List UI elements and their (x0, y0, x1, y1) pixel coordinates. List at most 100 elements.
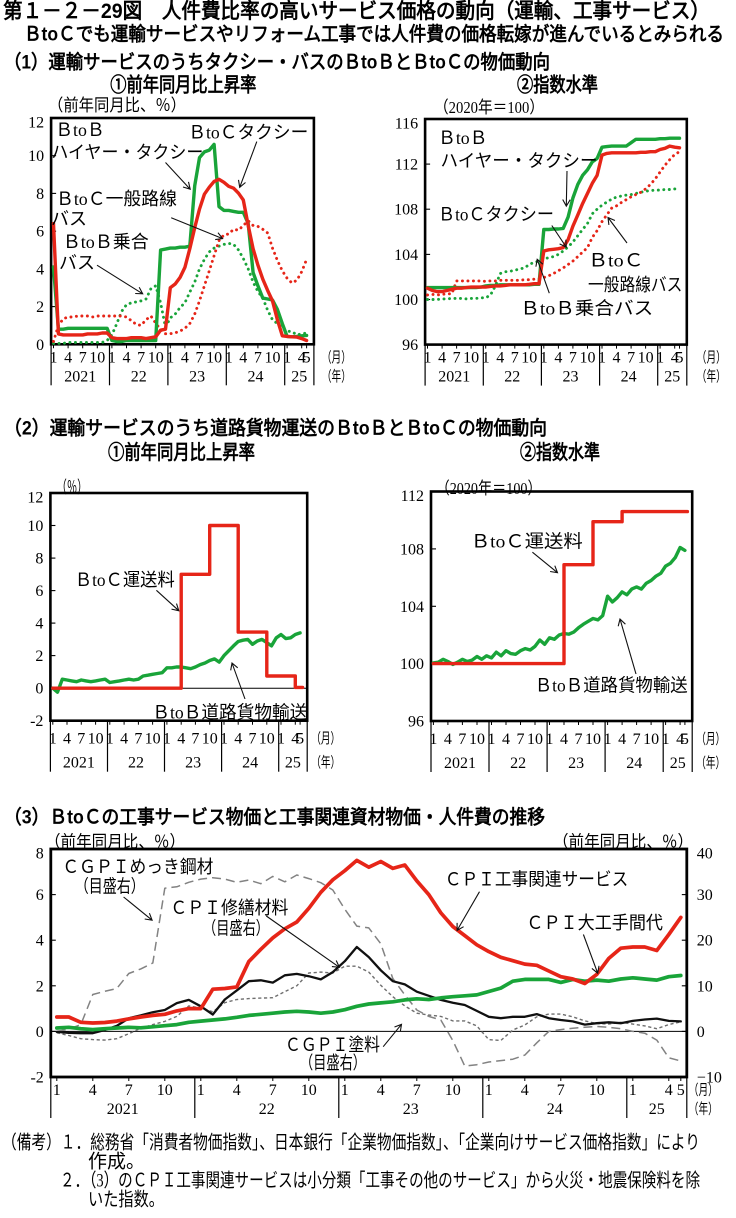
svg-text:24: 24 (248, 368, 264, 385)
svg-text:（年）: （年） (311, 755, 340, 772)
svg-text:20: 20 (697, 933, 713, 950)
svg-text:1: 1 (283, 349, 291, 366)
svg-text:ＢtoＢ道路貨物輸送: ＢtoＢ道路貨物輸送 (535, 676, 688, 696)
svg-text:7: 7 (453, 350, 461, 367)
svg-text:4: 4 (502, 731, 510, 748)
svg-text:4: 4 (438, 350, 446, 367)
svg-text:23: 23 (568, 755, 584, 772)
svg-text:1: 1 (50, 349, 58, 366)
svg-text:1: 1 (220, 731, 228, 748)
svg-text:1: 1 (197, 1082, 205, 1099)
svg-text:4: 4 (123, 349, 131, 366)
svg-text:22: 22 (504, 369, 520, 386)
svg-text:7: 7 (134, 731, 142, 748)
svg-text:1: 1 (629, 1082, 637, 1099)
svg-text:5: 5 (303, 349, 311, 366)
svg-text:10: 10 (157, 1082, 173, 1099)
svg-text:96: 96 (408, 714, 424, 731)
svg-text:1: 1 (604, 731, 612, 748)
svg-text:10: 10 (206, 349, 222, 366)
svg-text:112: 112 (401, 488, 424, 505)
svg-text:2021: 2021 (63, 755, 95, 772)
svg-text:1: 1 (540, 350, 548, 367)
svg-text:ＣＧＰＩめっき鋼材: ＣＧＰＩめっき鋼材 (62, 857, 213, 877)
svg-text:（月）: （月） (697, 350, 726, 367)
svg-text:7: 7 (77, 731, 85, 748)
svg-text:100: 100 (400, 656, 424, 673)
svg-text:4: 4 (120, 731, 128, 748)
svg-text:バス: バス (51, 209, 87, 229)
svg-text:②指数水準: ②指数水準 (517, 73, 598, 97)
svg-text:7: 7 (196, 349, 204, 366)
svg-text:（年）: （年） (696, 755, 725, 772)
svg-text:7: 7 (137, 349, 145, 366)
svg-text:100: 100 (394, 292, 418, 309)
svg-text:40: 40 (697, 846, 713, 863)
svg-text:1: 1 (485, 1082, 493, 1099)
svg-text:（前年同月比、％）: （前年同月比、％） (48, 96, 186, 115)
svg-text:12: 12 (27, 490, 43, 507)
svg-text:5: 5 (677, 1082, 685, 1099)
svg-text:10: 10 (697, 978, 713, 995)
svg-text:4: 4 (676, 731, 684, 748)
svg-text:いた指数。: いた指数。 (88, 1189, 164, 1211)
svg-text:10: 10 (148, 349, 164, 366)
svg-text:104: 104 (394, 247, 418, 264)
svg-text:一般路線バス: 一般路線バス (588, 275, 682, 295)
svg-text:10: 10 (527, 731, 543, 748)
svg-text:25: 25 (664, 369, 680, 386)
svg-text:4: 4 (291, 731, 299, 748)
svg-text:4: 4 (36, 933, 44, 950)
svg-text:1: 1 (482, 350, 490, 367)
svg-text:2021: 2021 (438, 369, 470, 386)
svg-text:10: 10 (265, 349, 281, 366)
svg-text:ＢtoＣ: ＢtoＣ (588, 251, 644, 271)
svg-text:2: 2 (36, 978, 44, 995)
svg-text:10: 10 (463, 350, 479, 367)
svg-text:4: 4 (89, 1082, 97, 1099)
svg-text:2: 2 (36, 299, 44, 316)
svg-text:4: 4 (233, 1082, 241, 1099)
svg-text:1: 1 (598, 350, 606, 367)
svg-text:12: 12 (28, 115, 44, 132)
svg-text:（月）: （月） (311, 731, 340, 748)
svg-text:10: 10 (469, 731, 485, 748)
svg-text:6: 6 (36, 224, 44, 241)
svg-text:10: 10 (145, 731, 161, 748)
svg-text:2: 2 (35, 648, 43, 665)
svg-text:7: 7 (413, 1082, 421, 1099)
svg-text:-2: -2 (30, 713, 43, 730)
svg-text:0: 0 (36, 337, 44, 354)
svg-text:4: 4 (177, 731, 185, 748)
svg-text:4: 4 (239, 349, 247, 366)
svg-text:1: 1 (488, 731, 496, 748)
svg-text:-2: -2 (30, 1070, 43, 1087)
svg-text:10: 10 (638, 350, 654, 367)
svg-text:ＢtoＣでも運輸サービスやリフォーム工事では人件費の価格転嫁: ＢtoＣでも運輸サービスやリフォーム工事では人件費の価格転嫁が進んでいるとみられ… (24, 23, 724, 46)
svg-text:4: 4 (560, 731, 568, 748)
svg-text:4: 4 (665, 1082, 673, 1099)
svg-text:0: 0 (36, 1024, 44, 1041)
svg-text:23: 23 (189, 368, 205, 385)
svg-text:1: 1 (106, 731, 114, 748)
svg-text:ＢtoＣ運送料: ＢtoＣ運送料 (75, 570, 175, 590)
svg-text:8: 8 (36, 186, 44, 203)
svg-text:（2020年＝100）: （2020年＝100） (434, 98, 544, 117)
svg-text:1: 1 (277, 731, 285, 748)
svg-text:ＢtoＢ道路貨物輸送: ＢtoＢ道路貨物輸送 (152, 703, 307, 723)
svg-text:7: 7 (191, 731, 199, 748)
svg-text:7: 7 (517, 731, 525, 748)
svg-text:0: 0 (697, 1024, 705, 1041)
svg-text:7: 7 (79, 349, 87, 366)
svg-text:4: 4 (181, 349, 189, 366)
svg-text:116: 116 (395, 116, 418, 133)
svg-text:ＢtoＢ: ＢtoＢ (438, 128, 488, 148)
svg-text:4: 4 (64, 349, 72, 366)
svg-text:（備考）１．総務省「消費者物価指数」、日本銀行「企業物価指数: （備考）１．総務省「消費者物価指数」、日本銀行「企業物価指数」、「企業向けサービ… (2, 1132, 700, 1154)
svg-text:②指数水準: ②指数水準 (520, 440, 600, 464)
svg-text:バス: バス (59, 253, 95, 273)
svg-text:ＢtoＢ: ＢtoＢ (55, 120, 104, 140)
svg-text:1: 1 (225, 349, 233, 366)
svg-text:10: 10 (521, 350, 537, 367)
svg-text:23: 23 (403, 1101, 419, 1118)
